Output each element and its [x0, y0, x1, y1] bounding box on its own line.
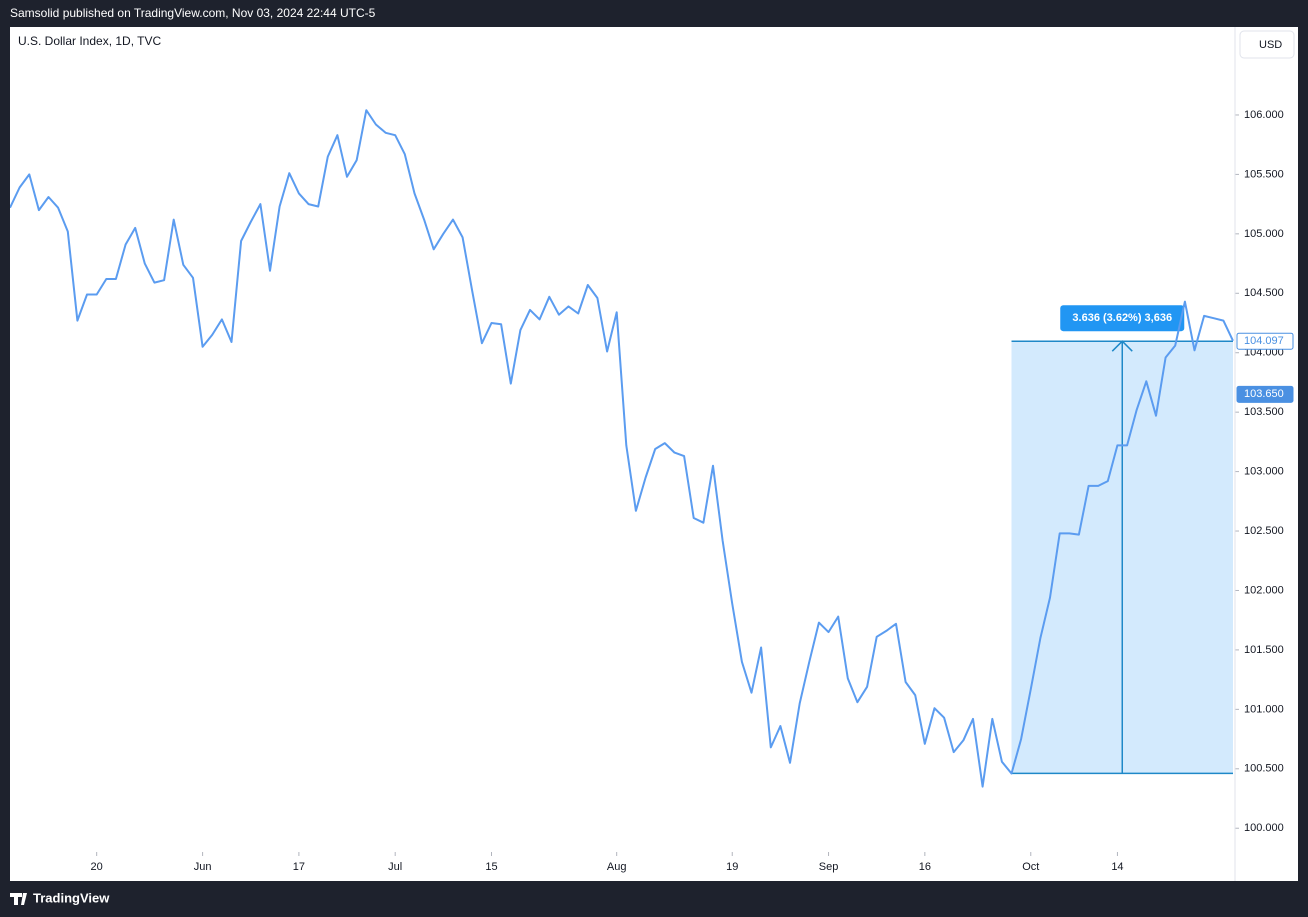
axes: 100.000 100.500 101.000 101.500 102.000 102.5… [91, 27, 1294, 881]
measure-label-box [1060, 305, 1185, 332]
currency-button[interactable] [1239, 30, 1295, 59]
y-tick-label: 103.500 [1244, 406, 1284, 418]
y-tick-label: 103.000 [1244, 466, 1284, 478]
x-tick-label: 17 [293, 861, 305, 873]
x-tick-label: Jun [194, 861, 212, 873]
y-tick-label: 102.000 [1244, 584, 1284, 596]
measure-arrowhead [1111, 340, 1133, 352]
symbol-title: U.S. Dollar Index, 1D, TVC [18, 34, 161, 48]
price-line [10, 109, 1234, 788]
x-tick-label: Sep [819, 861, 839, 873]
currency[interactable]: USD [1259, 39, 1282, 51]
brand: TradingView [33, 890, 110, 905]
y-tick-label: 101.500 [1244, 644, 1284, 656]
price-label-box [1236, 332, 1294, 350]
logo [10, 893, 27, 905]
price-label-box [1236, 385, 1294, 403]
y-tick-label: 105.500 [1244, 168, 1284, 180]
plot: 3.636 (3.62%) 3,636 [10, 109, 1234, 788]
x-tick-label: 20 [91, 861, 103, 873]
y-tick-label: 100.500 [1244, 763, 1284, 775]
price-label: 104.097 [1244, 335, 1284, 347]
y-tick-label: 102.500 [1244, 525, 1284, 537]
price-label: 103.650 [1244, 388, 1284, 400]
measure-label: 3.636 (3.62%) 3,636 [1072, 312, 1172, 324]
x-tick-label: 15 [485, 861, 497, 873]
x-tick-label: Aug [607, 861, 627, 873]
x-tick-label: Jul [388, 861, 402, 873]
y-tick-label: 100.000 [1244, 822, 1284, 834]
y-tick-label: 101.000 [1244, 703, 1284, 715]
x-tick-label: 16 [919, 861, 931, 873]
x-tick-label: 14 [1111, 861, 1123, 873]
y-tick-label: 104.500 [1244, 287, 1284, 299]
x-tick-label: Oct [1022, 861, 1039, 873]
y-tick-label: 105.000 [1244, 228, 1284, 240]
y-tick-label: 106.000 [1244, 109, 1284, 121]
publisher: Samsolid published on TradingView.com, N… [10, 6, 376, 20]
x-tick-label: 19 [726, 861, 738, 873]
